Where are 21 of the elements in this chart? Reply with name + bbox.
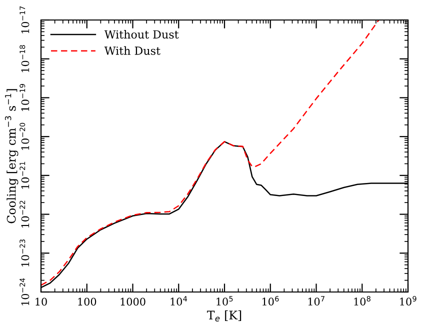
y-tick-label: 10$^{−22}$ — [20, 200, 30, 228]
x-tick-label: 1000 — [120, 298, 146, 306]
x-axis-title: T$_{e}$ [K] — [207, 310, 242, 322]
x-tick-label: 10$^{8}$ — [354, 296, 370, 306]
x-tick-label: 10$^{7}$ — [308, 296, 324, 306]
x-tick-label: 100 — [78, 298, 96, 306]
legend-label: With Dust — [104, 46, 160, 55]
y-tick-label: 10$^{−23}$ — [20, 240, 30, 266]
y-axis-title: Cooling [erg cm$^{−3}$ s$^{−1}$] — [4, 89, 18, 224]
y-tick-label: 10$^{−24}$ — [20, 278, 30, 306]
y-tick-label: 10$^{−21}$ — [20, 162, 30, 189]
x-tick-label: 10$^{9}$ — [400, 296, 416, 306]
x-tick-label: 10$^{6}$ — [262, 296, 279, 306]
y-tick-label: 10$^{−20}$ — [20, 122, 30, 150]
y-tick-label: 10$^{−19}$ — [20, 84, 30, 111]
y-tick-label: 10$^{−18}$ — [20, 45, 30, 72]
x-tick-label: 10$^{4}$ — [170, 296, 188, 306]
x-tick-label: 10 — [36, 298, 47, 306]
legend-label: Without Dust — [104, 30, 179, 39]
y-tick-label: 10$^{−17}$ — [20, 6, 30, 34]
x-tick-label: 10$^{5}$ — [216, 296, 233, 306]
